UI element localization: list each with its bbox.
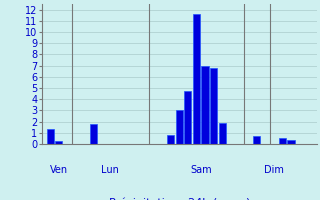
Bar: [210, 68, 217, 144]
Text: Lun: Lun: [101, 165, 119, 175]
Bar: [279, 138, 286, 144]
Text: Précipitations 24h ( mm ): Précipitations 24h ( mm ): [108, 197, 250, 200]
Bar: [176, 110, 183, 144]
Bar: [55, 141, 62, 144]
Bar: [184, 91, 191, 144]
Bar: [167, 135, 174, 144]
Bar: [219, 123, 226, 144]
Bar: [253, 136, 260, 144]
Bar: [201, 66, 209, 144]
Text: Sam: Sam: [190, 165, 212, 175]
Text: Dim: Dim: [264, 165, 284, 175]
Bar: [90, 124, 97, 144]
Text: Ven: Ven: [50, 165, 68, 175]
Bar: [46, 129, 54, 144]
Bar: [193, 14, 200, 144]
Bar: [287, 140, 295, 144]
